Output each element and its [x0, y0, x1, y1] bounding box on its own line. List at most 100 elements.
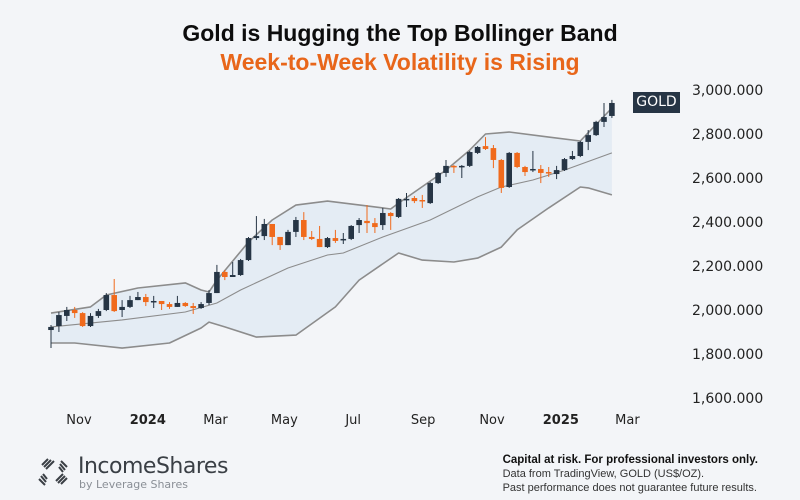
candle — [308, 231, 315, 241]
candle — [340, 233, 347, 244]
candle-body — [332, 238, 339, 241]
candle — [585, 130, 591, 151]
candle-body — [87, 315, 94, 327]
candle-body — [95, 311, 102, 316]
candle-body — [237, 260, 244, 276]
candle-body — [459, 165, 465, 168]
candle — [277, 236, 283, 250]
candle-body — [174, 302, 181, 307]
candle — [135, 291, 141, 301]
candle-body — [127, 300, 133, 307]
brand-subtitle: by Leverage Shares — [79, 478, 188, 491]
candle — [522, 165, 528, 177]
candle — [451, 165, 457, 173]
candle-body — [419, 200, 426, 202]
candle-body — [229, 275, 236, 277]
candle-body — [482, 146, 489, 149]
candle — [103, 293, 110, 312]
candle-body — [316, 238, 323, 248]
candle-body — [182, 302, 189, 307]
candle — [237, 258, 244, 276]
candle — [372, 218, 378, 233]
candle — [95, 308, 102, 318]
candle-body — [545, 172, 552, 174]
candle-body — [356, 220, 362, 226]
candle — [214, 264, 220, 294]
candle-body — [609, 102, 615, 116]
candle-body — [601, 117, 607, 122]
candle-body — [553, 170, 560, 175]
candle-body — [538, 168, 544, 173]
candle — [64, 306, 70, 321]
candle-body — [308, 236, 315, 239]
candle — [229, 262, 236, 277]
candle-body — [380, 212, 386, 226]
candle — [293, 216, 299, 237]
x-tick-label: Nov — [66, 413, 92, 428]
candle-body — [451, 165, 457, 168]
candle — [538, 165, 544, 184]
candle — [301, 212, 307, 241]
candle — [609, 99, 615, 118]
candle-body — [530, 168, 536, 171]
candle-body — [466, 152, 473, 166]
price-tag-gold: GOLD — [633, 92, 680, 113]
candle-body — [111, 295, 117, 312]
brand-name: IncomeShares — [78, 454, 228, 479]
candle — [48, 324, 54, 349]
candle — [150, 295, 157, 309]
candle — [158, 300, 165, 310]
candle-body — [222, 271, 228, 277]
candle — [79, 312, 86, 327]
candle — [435, 172, 441, 184]
candle — [182, 302, 189, 307]
y-tick-label: 1,800.000 — [692, 347, 763, 363]
candle — [356, 218, 362, 233]
candle — [443, 159, 449, 177]
candle — [419, 194, 426, 208]
candle — [395, 198, 402, 219]
candle — [348, 225, 354, 241]
candle — [498, 159, 505, 193]
candle — [601, 102, 607, 127]
candle — [166, 302, 173, 309]
candle — [143, 293, 149, 307]
y-tick-label: 2,400.000 — [692, 215, 763, 231]
x-tick-label: May — [271, 413, 298, 428]
candle-body — [514, 152, 520, 167]
band-fill — [51, 108, 612, 349]
candle — [198, 302, 204, 309]
disclaimer: Capital at risk. For professional invest… — [503, 453, 758, 495]
chart-title: Gold is Hugging the Top Bollinger Band — [182, 20, 618, 46]
x-tick-label: Mar — [203, 413, 228, 428]
x-tick-label: Sep — [411, 413, 436, 428]
candle-body — [403, 198, 410, 201]
candle-body — [150, 300, 157, 303]
candle — [127, 295, 133, 309]
candle-body — [593, 121, 599, 136]
candle-body — [474, 146, 481, 153]
candle — [111, 278, 117, 312]
candle — [474, 146, 481, 155]
candle-body — [364, 220, 370, 224]
x-tick-label: Jul — [344, 413, 361, 428]
candle — [577, 141, 584, 158]
candle-body — [158, 300, 165, 305]
candle — [56, 311, 62, 332]
candle — [245, 236, 252, 261]
candle — [119, 300, 125, 318]
candle — [387, 212, 394, 230]
candle — [174, 295, 181, 307]
y-tick-label: 2,600.000 — [692, 171, 763, 187]
candle — [380, 207, 386, 230]
x-tick-label: Mar — [615, 413, 640, 428]
candle-body — [166, 304, 173, 307]
y-tick-label: 2,200.000 — [692, 259, 763, 275]
candle-body — [506, 152, 512, 188]
candle — [316, 225, 323, 248]
candle-body — [340, 238, 347, 241]
candle-body — [443, 165, 449, 173]
candle-body — [48, 326, 54, 331]
candle-body — [71, 310, 78, 314]
disclaimer-past-performance: Past performance does not guarantee futu… — [502, 482, 757, 494]
